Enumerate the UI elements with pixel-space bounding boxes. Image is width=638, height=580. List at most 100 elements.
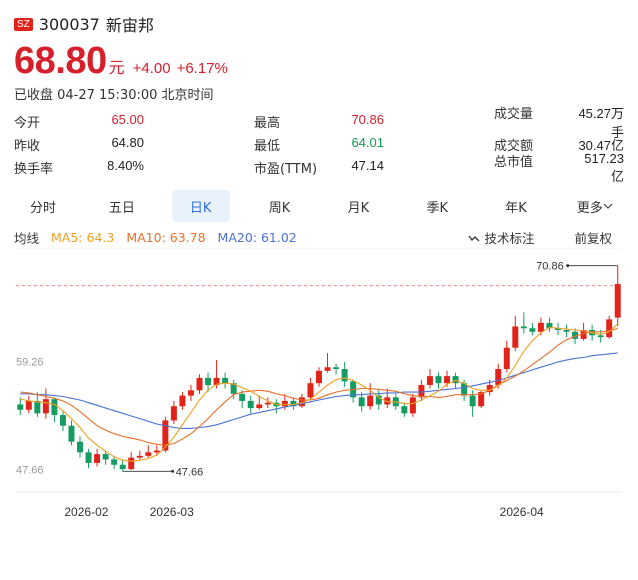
stat-turnover-rate: 换手率 8.40%	[14, 158, 254, 177]
candle-body	[290, 400, 297, 407]
candle-body	[59, 415, 66, 426]
indicator-button[interactable]: 技术标注	[468, 228, 546, 247]
current-price: 68.80	[14, 40, 107, 82]
stock-name: 新宙邦	[105, 16, 154, 35]
candle-body	[384, 397, 391, 405]
candle-body	[426, 376, 433, 385]
ma20-line	[20, 352, 618, 429]
stat-label: 市盈(TTM)	[254, 162, 318, 177]
candle-body	[42, 399, 49, 414]
candle-body	[409, 397, 416, 414]
candle-body	[418, 384, 425, 398]
kline-chart[interactable]: 59.26 47.66 2026-02 2026-03 2026-04 70.86 47.6…	[0, 248, 638, 528]
adjust-button[interactable]: 前复权	[574, 231, 612, 246]
low-marker-dot	[171, 469, 175, 473]
candle-body	[324, 367, 331, 371]
candle-body	[298, 397, 305, 407]
candle-body	[520, 326, 527, 329]
candle-body	[162, 420, 169, 451]
stat-label: 成交额	[494, 139, 534, 154]
high-marker-dot	[566, 264, 570, 268]
tab-intraday[interactable]: 分时	[29, 200, 56, 216]
tab-monthly-k[interactable]: 月K	[347, 200, 370, 216]
candle-body	[563, 330, 570, 332]
candle-body	[264, 402, 271, 405]
price-change: +4.00	[132, 60, 171, 77]
candle-body	[111, 459, 118, 465]
candle-body	[614, 283, 621, 318]
stat-high: 最高 70.86	[254, 112, 494, 131]
ma20-value: MA20: 61.02	[217, 230, 297, 245]
candle-body	[529, 328, 536, 332]
candle-body	[452, 376, 459, 384]
y-tick-label: 47.66	[16, 464, 44, 476]
tab-more[interactable]: 更多	[566, 190, 624, 222]
tab-daily-k[interactable]: 日K	[171, 190, 230, 222]
stat-value: 65.00	[111, 112, 144, 127]
stat-low: 最低 64.01	[254, 135, 494, 154]
candle-body	[495, 369, 502, 385]
stat-value: 517.23亿	[584, 150, 624, 184]
stat-value: 45.27万手	[578, 105, 624, 140]
candle-body	[503, 347, 510, 370]
stat-label: 最低	[254, 139, 281, 154]
candle-body	[367, 395, 374, 407]
candle-body	[401, 406, 408, 414]
stat-value: 70.86	[351, 112, 384, 127]
tab-yearly-k[interactable]: 年K	[505, 200, 527, 216]
candle-body	[187, 390, 194, 396]
candle-body	[25, 400, 32, 410]
stat-prev-close: 昨收 64.80	[14, 135, 254, 154]
candle-body	[119, 464, 126, 470]
candle-body	[51, 399, 58, 416]
candle-body	[486, 384, 493, 393]
chart-tools: 技术标注 前复权	[468, 228, 624, 247]
price-row: 68.80 元 +4.00 +6.17%	[14, 40, 228, 83]
candle-body	[179, 395, 186, 407]
candle-body	[205, 377, 212, 385]
stock-header: SZ 300037 新宙邦	[14, 12, 154, 36]
candle-body	[341, 369, 348, 382]
x-tick-label: 2026-03	[150, 505, 194, 519]
stat-label: 最高	[254, 116, 281, 131]
candle-body	[170, 406, 177, 421]
ma-legend: 均线 MA5: 64.3 MA10: 63.78 MA20: 61.02 技术标…	[14, 228, 624, 247]
candle-body	[333, 367, 340, 370]
candle-body	[537, 322, 544, 332]
candle-body	[68, 425, 75, 442]
candle-body	[102, 454, 109, 460]
stat-value: 47.14	[351, 158, 384, 173]
stat-value: 8.40%	[107, 158, 144, 173]
candle-body	[316, 370, 322, 384]
candle-body	[469, 395, 476, 407]
stat-label: 换手率	[14, 162, 54, 177]
market-badge: SZ	[14, 17, 33, 31]
high-marker-label: 70.86	[536, 261, 564, 273]
stat-value: 64.80	[111, 135, 144, 150]
candle-body	[85, 452, 92, 463]
ma5-value: MA5: 64.3	[51, 230, 115, 245]
indicator-icon	[468, 235, 480, 242]
chart-period-tabs: 分时 五日 日K 周K 月K 季K 年K 更多	[14, 190, 624, 222]
candle-body	[34, 400, 41, 414]
stat-label: 今开	[14, 116, 41, 131]
candle-body	[145, 452, 152, 456]
tab-five-day[interactable]: 五日	[108, 200, 135, 216]
chevron-down-icon	[603, 203, 613, 209]
ma10-value: MA10: 63.78	[126, 230, 206, 245]
candle-body	[554, 328, 561, 331]
tab-more-label: 更多	[576, 200, 603, 216]
stat-open: 今开 65.00	[14, 112, 254, 131]
candle-body	[222, 377, 229, 384]
price-unit: 元	[108, 58, 125, 77]
candle-body	[546, 322, 553, 329]
tab-weekly-k[interactable]: 周K	[268, 200, 291, 216]
candle-body	[461, 383, 468, 396]
stat-volume: 成交量 45.27万手	[494, 103, 624, 141]
stat-value: 64.01	[351, 135, 384, 150]
candle-body	[580, 330, 587, 339]
candle-body	[444, 376, 451, 384]
tab-quarterly-k[interactable]: 季K	[426, 200, 448, 216]
stat-pe-ttm: 市盈(TTM) 47.14	[254, 158, 494, 177]
y-tick-label: 59.26	[16, 356, 44, 368]
